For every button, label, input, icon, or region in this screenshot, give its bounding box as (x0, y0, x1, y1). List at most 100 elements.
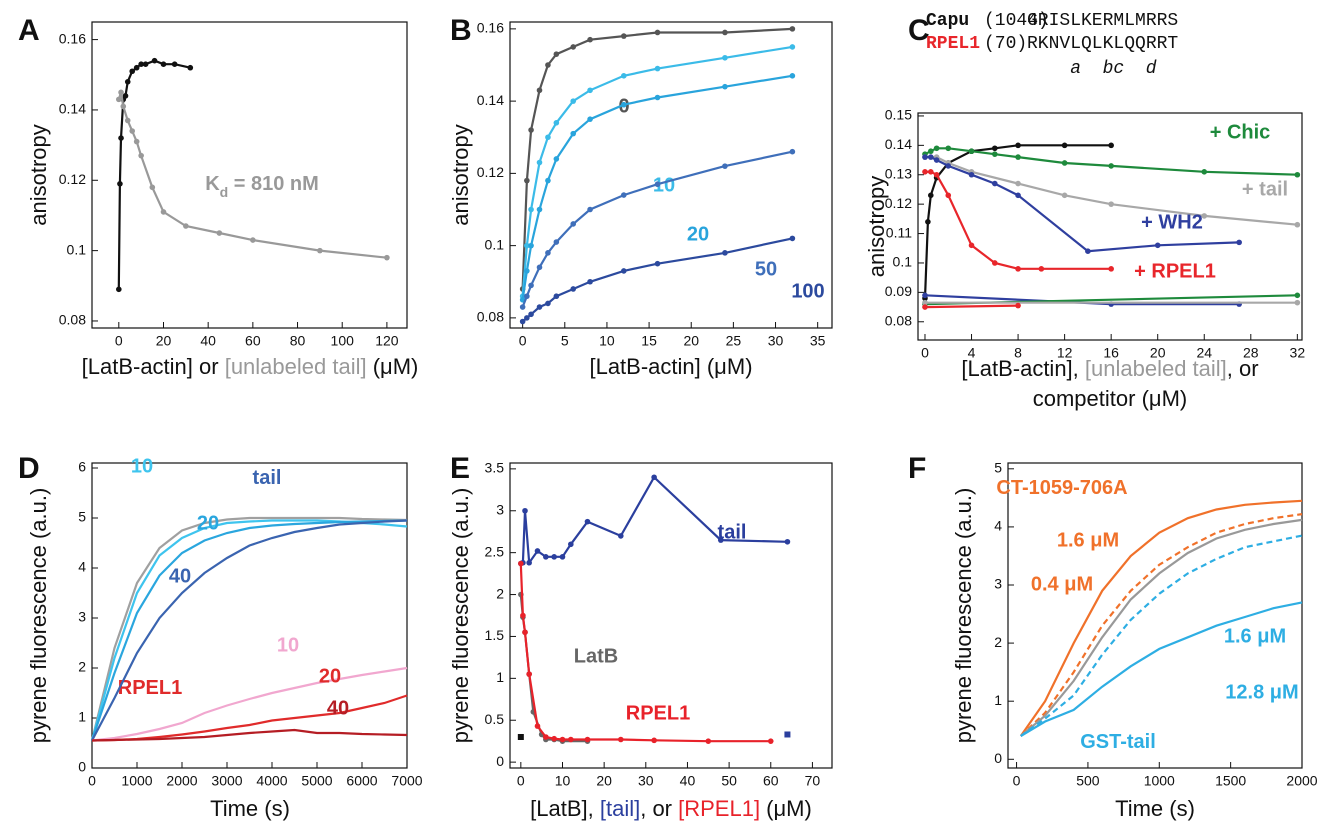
point (1061, 160, 1068, 166)
series-line (91, 519, 408, 742)
x-tick-label: 60 (245, 333, 261, 349)
x-tick-label: 10 (599, 333, 615, 349)
x-tick-label: 5000 (301, 773, 332, 789)
point (534, 548, 541, 554)
point (784, 731, 791, 738)
series-line (1020, 513, 1303, 737)
point (528, 127, 534, 133)
x-tick-label: 2000 (166, 773, 197, 789)
point (536, 206, 543, 213)
y-tick-label: 0.13 (885, 165, 912, 181)
point (1294, 299, 1301, 306)
point (545, 62, 551, 68)
x-tick-label: 0 (88, 773, 96, 789)
point (705, 738, 712, 744)
annotation-sub: d (220, 184, 229, 200)
series-label: + WH2 (1141, 211, 1203, 233)
point (945, 163, 952, 169)
point (160, 209, 167, 215)
point (933, 171, 940, 178)
series-label: 10 (277, 634, 299, 656)
x-axis-title-part: [LatB-actin] (μM) (589, 354, 752, 379)
point (1236, 239, 1242, 246)
panel-letter: C (908, 14, 930, 47)
x-tick-label: 20 (156, 333, 172, 349)
point (992, 145, 998, 152)
plot-frame (1007, 462, 1303, 769)
y-axis-title: anisotropy (448, 124, 473, 226)
point (570, 44, 577, 50)
point (384, 254, 390, 261)
x-tick-label: 28 (1243, 345, 1259, 361)
x-axis-title: Time (s) (1115, 796, 1195, 821)
annotation: RPEL1 (118, 677, 182, 699)
point (784, 538, 791, 545)
series-label: + Chic (1210, 121, 1271, 143)
sequence-start: (70) (984, 34, 1027, 54)
series-line (1019, 499, 1303, 737)
point (654, 29, 661, 36)
series-label: 20 (687, 223, 709, 245)
panel-letter: D (18, 452, 40, 485)
annotation-text: GST-tail (1080, 731, 1156, 753)
y-tick-label: 1 (994, 692, 1002, 708)
point (767, 738, 774, 744)
point (124, 117, 131, 124)
point (928, 148, 934, 155)
series-label: 10 (131, 455, 153, 477)
point (559, 554, 566, 560)
point (133, 64, 140, 71)
point (545, 177, 551, 184)
point (570, 221, 577, 227)
point (584, 736, 591, 743)
point (722, 29, 728, 36)
point (1294, 221, 1301, 228)
sequence-name: RPEL1 (926, 34, 980, 54)
point (568, 736, 574, 743)
point (551, 554, 557, 560)
x-tick-label: 20 (1150, 345, 1166, 361)
series-line (1020, 534, 1303, 737)
y-tick-label: 0.5 (485, 711, 505, 727)
point (722, 54, 728, 61)
annotation-text: CT-1059-706A (996, 477, 1127, 499)
point (116, 96, 122, 103)
point (654, 181, 661, 188)
series-line (91, 728, 408, 742)
point (118, 89, 124, 96)
x-tick-label: 3000 (211, 773, 242, 789)
annotation: tail (253, 467, 282, 489)
x-tick-label: 4 (968, 345, 976, 361)
point (568, 541, 574, 548)
point (129, 68, 136, 75)
point (1108, 266, 1114, 272)
y-tick-label: 5 (994, 460, 1002, 476)
series-line (924, 147, 1298, 176)
point (1085, 248, 1091, 254)
plot-frame (509, 462, 833, 769)
point (524, 293, 530, 300)
x-tick-label: 1500 (1215, 773, 1246, 789)
x-tick-label: 0 (517, 773, 525, 789)
y-axis-title: pyrene fluorescence (a.u.) (26, 488, 51, 744)
point (928, 192, 934, 199)
y-tick-label: 3 (78, 609, 86, 625)
annotation-text: K (205, 173, 220, 195)
point (1015, 192, 1021, 199)
sequence-mark: d (1146, 59, 1157, 79)
panel-letter: E (450, 452, 470, 485)
x-tick-label: 500 (1076, 773, 1100, 789)
point (570, 98, 577, 104)
x-tick-label: 15 (641, 333, 657, 349)
x-axis-title: competitor (μM) (1033, 386, 1187, 411)
x-tick-label: 20 (683, 333, 699, 349)
series-label: 40 (169, 565, 191, 587)
point (722, 163, 728, 169)
y-tick-label: 0.09 (885, 283, 912, 299)
point (922, 292, 928, 299)
x-tick-label: 4000 (256, 773, 287, 789)
series-label: 50 (755, 258, 777, 280)
point (543, 734, 549, 740)
x-tick-label: 80 (290, 333, 306, 349)
point (1015, 154, 1021, 160)
